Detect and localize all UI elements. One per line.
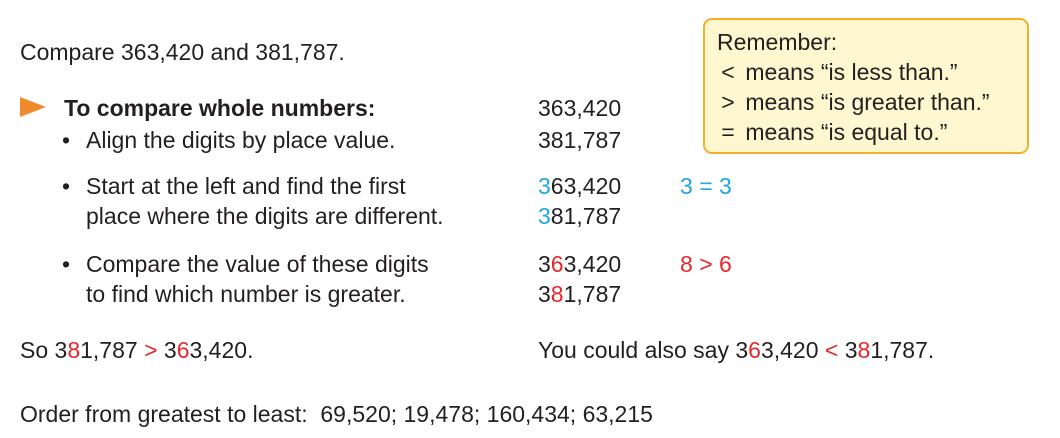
bullet-icon: • (62, 173, 71, 199)
greater-comparison: 8 > 6 (680, 251, 732, 277)
step3-line2: to find which number is greater. (86, 281, 406, 307)
step2-number-b: 381,787 (538, 203, 622, 229)
step3-number-b: 381,787 (538, 281, 622, 307)
bullet-icon: • (62, 127, 71, 153)
remember-less-than: < means “is less than.” (717, 57, 1027, 87)
remember-greater-than: > means “is greater than.” (717, 87, 1027, 117)
bullet-icon: • (62, 251, 71, 277)
less-than-symbol: < (721, 59, 735, 85)
remember-title: Remember: (717, 29, 838, 55)
steps-heading: To compare whole numbers: (64, 95, 376, 121)
less-than-meaning: means “is less than.” (739, 59, 958, 85)
step1-number-a: 363,420 (538, 95, 622, 121)
step2-line2: place where the digits are different. (86, 203, 444, 229)
step2-number-a: 363,420 (538, 173, 622, 199)
exercise-text: Order from greatest to least: 69,520; 19… (20, 401, 653, 427)
step3-line1: Compare the value of these digits (86, 251, 429, 277)
step1-text: Align the digits by place value. (86, 127, 396, 153)
intro-text: Compare 363,420 and 381,787. (20, 39, 345, 65)
step1-number-b: 381,787 (538, 127, 622, 153)
greater-than-meaning: means “is greater than.” (739, 89, 990, 115)
remember-box: Remember: < means “is less than.” > mean… (703, 18, 1029, 154)
equal-meaning: means “is equal to.” (739, 119, 948, 145)
conclusion-text: So 381,787 > 363,420. (20, 337, 254, 363)
alternate-conclusion: You could also say 363,420 < 381,787. (538, 337, 935, 363)
equal-comparison: 3 = 3 (680, 173, 732, 199)
remember-equal-to: = means “is equal to.” (717, 117, 1027, 147)
greater-than-symbol: > (721, 89, 735, 115)
step2-line1: Start at the left and find the first (86, 173, 406, 199)
step3-number-a: 363,420 (538, 251, 622, 277)
equal-symbol: = (721, 119, 735, 145)
orange-arrow-icon (20, 97, 46, 117)
